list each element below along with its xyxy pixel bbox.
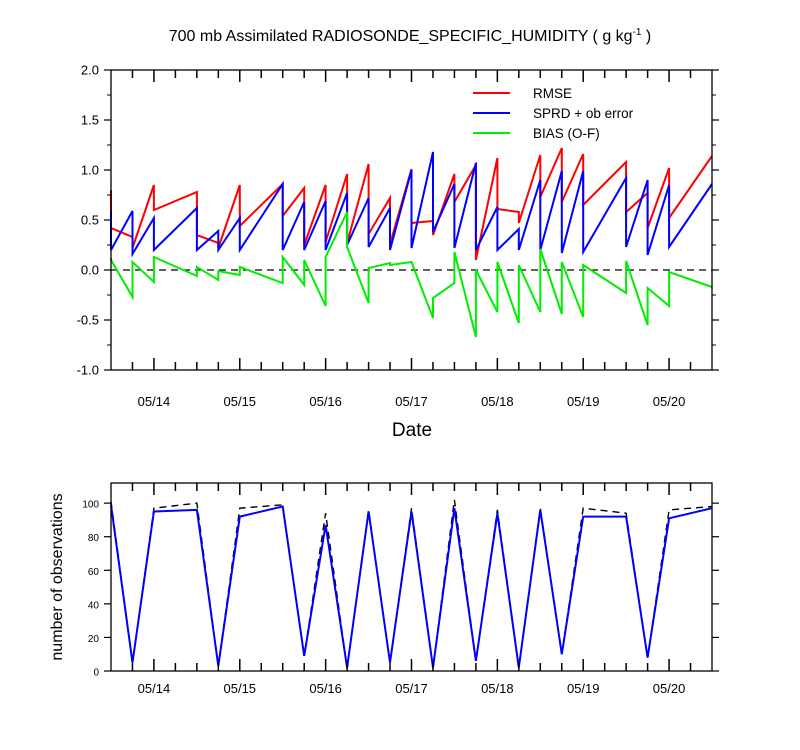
series-line-bias [110,211,713,338]
series-line-sprd [110,151,713,258]
y-tick-label: -0.5 [77,313,99,328]
y-tick-label: 20 [88,634,100,645]
y-tick-label: 40 [88,600,100,611]
y-tick-label: 1.5 [81,113,99,128]
y-tick-label: 0.0 [81,263,99,278]
series-line-obs_used [110,504,713,668]
chart-title: 700 mb Assimilated RADIOSONDE_SPECIFIC_H… [169,27,652,45]
y-tick-label: 80 [88,533,100,544]
x-tick-label: 05/17 [395,681,428,696]
legend: RMSE SPRD + ob error BIAS (O-F) [473,86,634,141]
x-axis-label: Date [392,420,432,441]
x-tick-label: 05/16 [309,394,342,409]
x-tick-label: 05/18 [481,681,514,696]
x-tick-label: 05/18 [481,394,514,409]
x-tick-label: 05/19 [567,681,600,696]
bottom-panel: 0 20 40 60 80 100 05/14 05/15 05/16 05/17 05/18 05/… [49,482,719,696]
x-tick-label: 05/20 [653,681,686,696]
x-tick-label: 05/15 [224,681,257,696]
x-tick-label: 05/15 [224,394,257,409]
top-panel-series [110,147,713,338]
x-tick-label: 05/19 [567,394,600,409]
y-tick-label: -1.0 [77,363,99,378]
legend-label-bias: BIAS (O-F) [533,126,600,141]
y-tick-label: 60 [88,567,100,578]
x-tick-label: 05/14 [138,681,171,696]
bottom-panel-axes: 0 20 40 60 80 100 05/14 05/15 05/16 05/17 05/18 05/… [82,483,719,696]
x-tick-label: 05/14 [138,394,171,409]
y-tick-label: 0 [93,668,99,679]
top-panel: -1.0 -0.5 0.0 0.5 1.0 1.5 2.0 05/14 05/15 05/16 05… [77,63,719,441]
legend-label-sprd: SPRD + ob error [533,106,634,121]
x-tick-label: 05/16 [309,681,342,696]
series-line-obs_possible [110,499,713,668]
x-tick-label: 05/20 [653,394,686,409]
y-axis-label: number of observations [49,493,66,660]
y-tick-label: 1.0 [81,163,99,178]
top-panel-axes: -1.0 -0.5 0.0 0.5 1.0 1.5 2.0 05/14 05/15 05/16 05… [77,63,719,409]
y-tick-label: 0.5 [81,213,99,228]
y-tick-label: 100 [82,500,99,511]
x-tick-label: 05/17 [395,394,428,409]
legend-label-rmse: RMSE [533,86,572,101]
y-tick-label: 2.0 [81,63,99,78]
bottom-panel-series [110,499,713,668]
